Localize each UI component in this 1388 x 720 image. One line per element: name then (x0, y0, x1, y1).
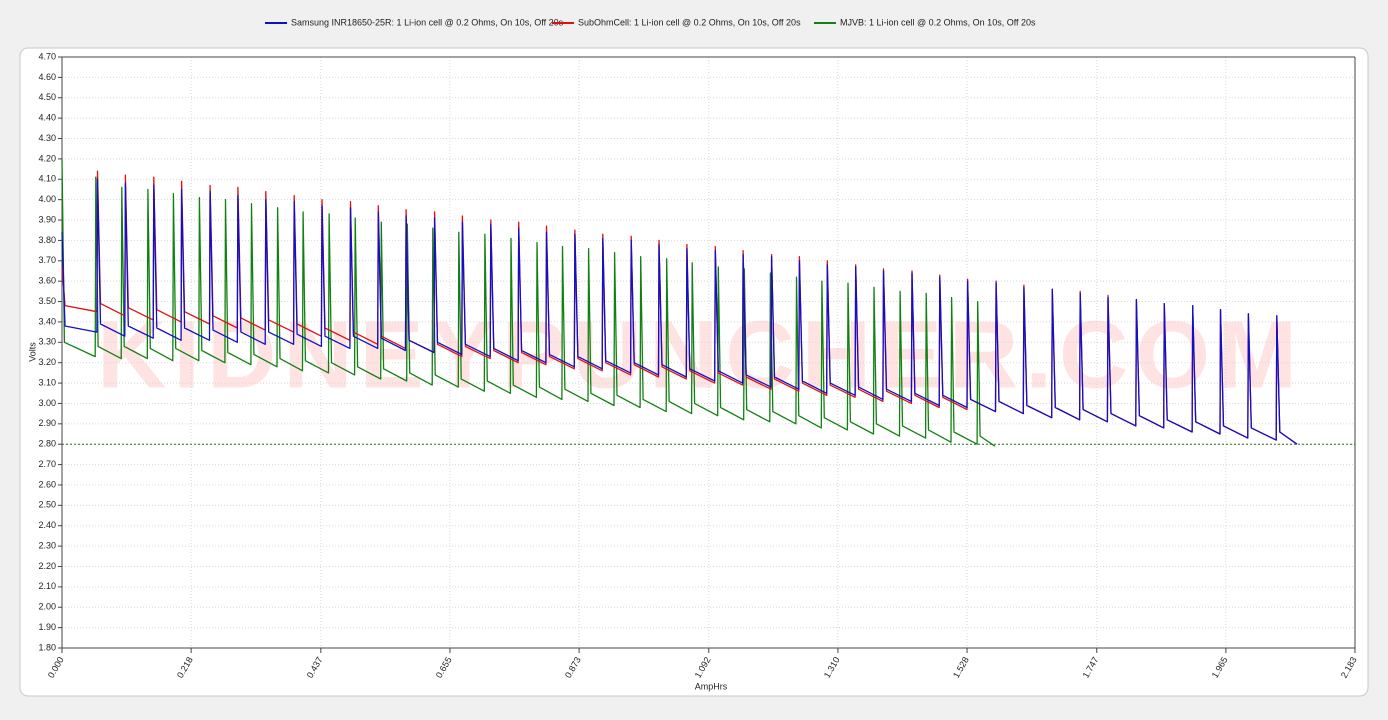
x-axis-label: AmpHrs (695, 681, 728, 691)
y-tick-label: 2.70 (38, 459, 56, 469)
legend-item: SubOhmCell: 1 Li-ion cell @ 0.2 Ohms, On… (552, 17, 801, 27)
y-tick-label: 2.50 (38, 500, 56, 510)
y-tick-label: 4.70 (38, 51, 56, 61)
series-line (61, 158, 996, 447)
legend-label: MJVB: 1 Li-ion cell @ 0.2 Ohms, On 10s, … (840, 17, 1036, 27)
y-tick-label: 4.10 (38, 174, 56, 184)
legend-label: Samsung INR18650-25R: 1 Li-ion cell @ 0.… (291, 17, 564, 27)
y-tick-label: 2.00 (38, 602, 56, 612)
legend-item: Samsung INR18650-25R: 1 Li-ion cell @ 0.… (265, 17, 564, 27)
y-tick-label: 4.20 (38, 153, 56, 163)
y-tick-label: 3.50 (38, 296, 56, 306)
y-tick-label: 4.50 (38, 92, 56, 102)
y-tick-label: 2.20 (38, 561, 56, 571)
y-tick-label: 1.80 (38, 642, 56, 652)
y-tick-label: 2.30 (38, 540, 56, 550)
legend-item: MJVB: 1 Li-ion cell @ 0.2 Ohms, On 10s, … (814, 17, 1036, 27)
y-tick-label: 3.40 (38, 316, 56, 326)
legend-label: SubOhmCell: 1 Li-ion cell @ 0.2 Ohms, On… (578, 17, 801, 27)
y-tick-label: 4.30 (38, 133, 56, 143)
y-tick-label: 2.10 (38, 581, 56, 591)
y-tick-label: 4.40 (38, 113, 56, 123)
y-tick-label: 2.60 (38, 479, 56, 489)
y-tick-label: 3.90 (38, 214, 56, 224)
y-tick-label: 3.00 (38, 398, 56, 408)
y-tick-label: 3.60 (38, 276, 56, 286)
y-tick-label: 2.40 (38, 520, 56, 530)
y-tick-label: 3.80 (38, 235, 56, 245)
y-tick-label: 2.80 (38, 439, 56, 449)
y-tick-label: 3.30 (38, 337, 56, 347)
y-axis-label: Volts (27, 342, 37, 362)
y-tick-label: 4.00 (38, 194, 56, 204)
y-tick-label: 4.60 (38, 72, 56, 82)
series-line (61, 178, 1298, 445)
y-tick-label: 2.90 (38, 418, 56, 428)
y-tick-label: 3.70 (38, 255, 56, 265)
y-tick-label: 1.90 (38, 622, 56, 632)
y-tick-label: 3.20 (38, 357, 56, 367)
y-tick-label: 3.10 (38, 377, 56, 387)
